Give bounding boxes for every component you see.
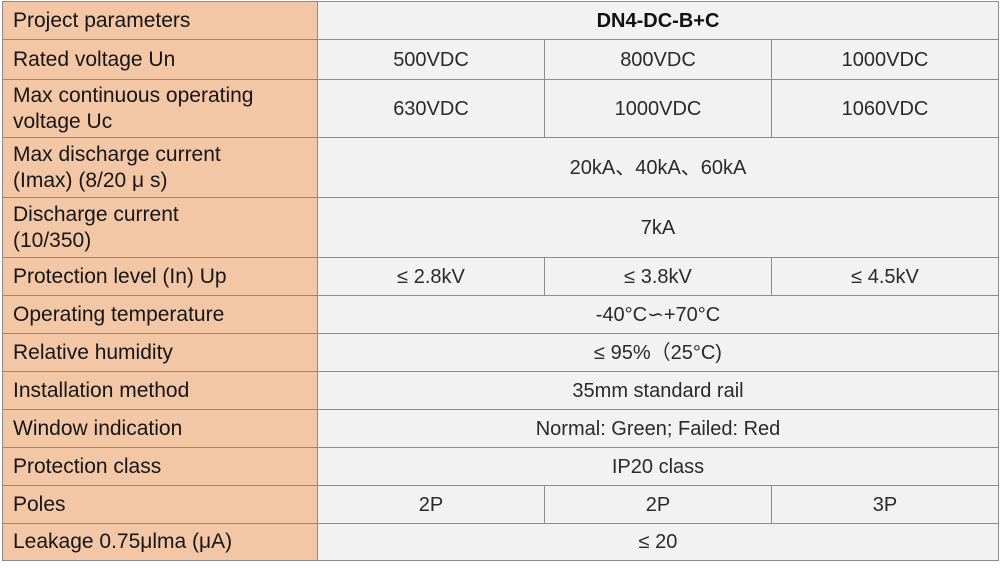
value-cell: 2P: [317, 485, 545, 524]
value-cell: 1060VDC: [770, 79, 1000, 138]
value-cell: ≤ 95%（25°C): [316, 333, 1000, 372]
row-poles: Poles 2P 2P 3P: [2, 485, 1000, 524]
row-label: Protection level (In) Up: [2, 257, 318, 296]
row-label: Discharge current (10/350): [2, 197, 318, 258]
row-protection-class: Protection class IP20 class: [2, 447, 1000, 486]
value-cell: Normal: Green; Failed: Red: [316, 409, 1000, 448]
row-max-discharge-current: Max discharge current (Imax) (8/20 μ s) …: [2, 137, 1000, 198]
row-protection-level: Protection level (In) Up ≤ 2.8kV ≤ 3.8kV…: [2, 257, 1000, 296]
row-label: Max discharge current (Imax) (8/20 μ s): [2, 137, 318, 198]
value-cell: 800VDC: [544, 39, 772, 80]
value-cell: 20kA、40kA、60kA: [316, 137, 1000, 198]
row-label: Max continuous operating voltage Uc: [2, 79, 318, 138]
value-cell: ≤ 3.8kV: [544, 257, 772, 296]
value-cell: -40°C∽+70°C: [316, 295, 1000, 334]
value-cell: 35mm standard rail: [316, 371, 1000, 410]
row-label: Operating temperature: [2, 295, 318, 334]
row-label-line: voltage Uc: [13, 109, 113, 133]
value-cell: 1000VDC: [544, 79, 772, 138]
value-cell: 500VDC: [317, 39, 545, 80]
row-installation-method: Installation method 35mm standard rail: [2, 371, 1000, 410]
value-cell: IP20 class: [316, 447, 1000, 486]
value-cell: ≤ 4.5kV: [770, 257, 1000, 296]
row-label: Window indication: [2, 409, 318, 448]
row-relative-humidity: Relative humidity ≤ 95%（25°C): [2, 333, 1000, 372]
row-label: Protection class: [2, 447, 318, 486]
spec-table: Project parameters DN4-DC-B+C Rated volt…: [2, 1, 1000, 561]
row-label-line: (Imax) (8/20 μ s): [13, 168, 168, 192]
row-label: Poles: [2, 485, 318, 524]
row-label-line: Max discharge current: [13, 142, 221, 166]
value-cell: 1000VDC: [770, 39, 1000, 80]
row-label-line: (10/350): [13, 228, 92, 252]
value-cell: ≤ 2.8kV: [317, 257, 545, 296]
value-cell: 3P: [770, 485, 1000, 524]
value-cell: 7kA: [316, 197, 1000, 258]
row-label: Relative humidity: [2, 333, 318, 372]
row-label-line: Max continuous operating: [13, 83, 254, 107]
row-max-continuous-voltage: Max continuous operating voltage Uc 630V…: [2, 79, 1000, 138]
row-label-line: Discharge current: [13, 202, 179, 226]
header-label: Project parameters: [2, 1, 318, 40]
value-cell: 2P: [544, 485, 772, 524]
header-row: Project parameters DN4-DC-B+C: [2, 1, 1000, 40]
value-cell: 630VDC: [317, 79, 545, 138]
row-label: Rated voltage Un: [2, 39, 318, 80]
row-rated-voltage: Rated voltage Un 500VDC 800VDC 1000VDC: [2, 39, 1000, 80]
row-leakage: Leakage 0.75μlma (μA) ≤ 20: [2, 523, 1000, 561]
row-operating-temperature: Operating temperature -40°C∽+70°C: [2, 295, 1000, 334]
value-cell: ≤ 20: [316, 523, 1000, 561]
row-label: Installation method: [2, 371, 318, 410]
model-name: DN4-DC-B+C: [316, 1, 1000, 40]
row-discharge-current: Discharge current (10/350) 7kA: [2, 197, 1000, 258]
row-window-indication: Window indication Normal: Green; Failed:…: [2, 409, 1000, 448]
row-label: Leakage 0.75μlma (μA): [2, 523, 318, 561]
